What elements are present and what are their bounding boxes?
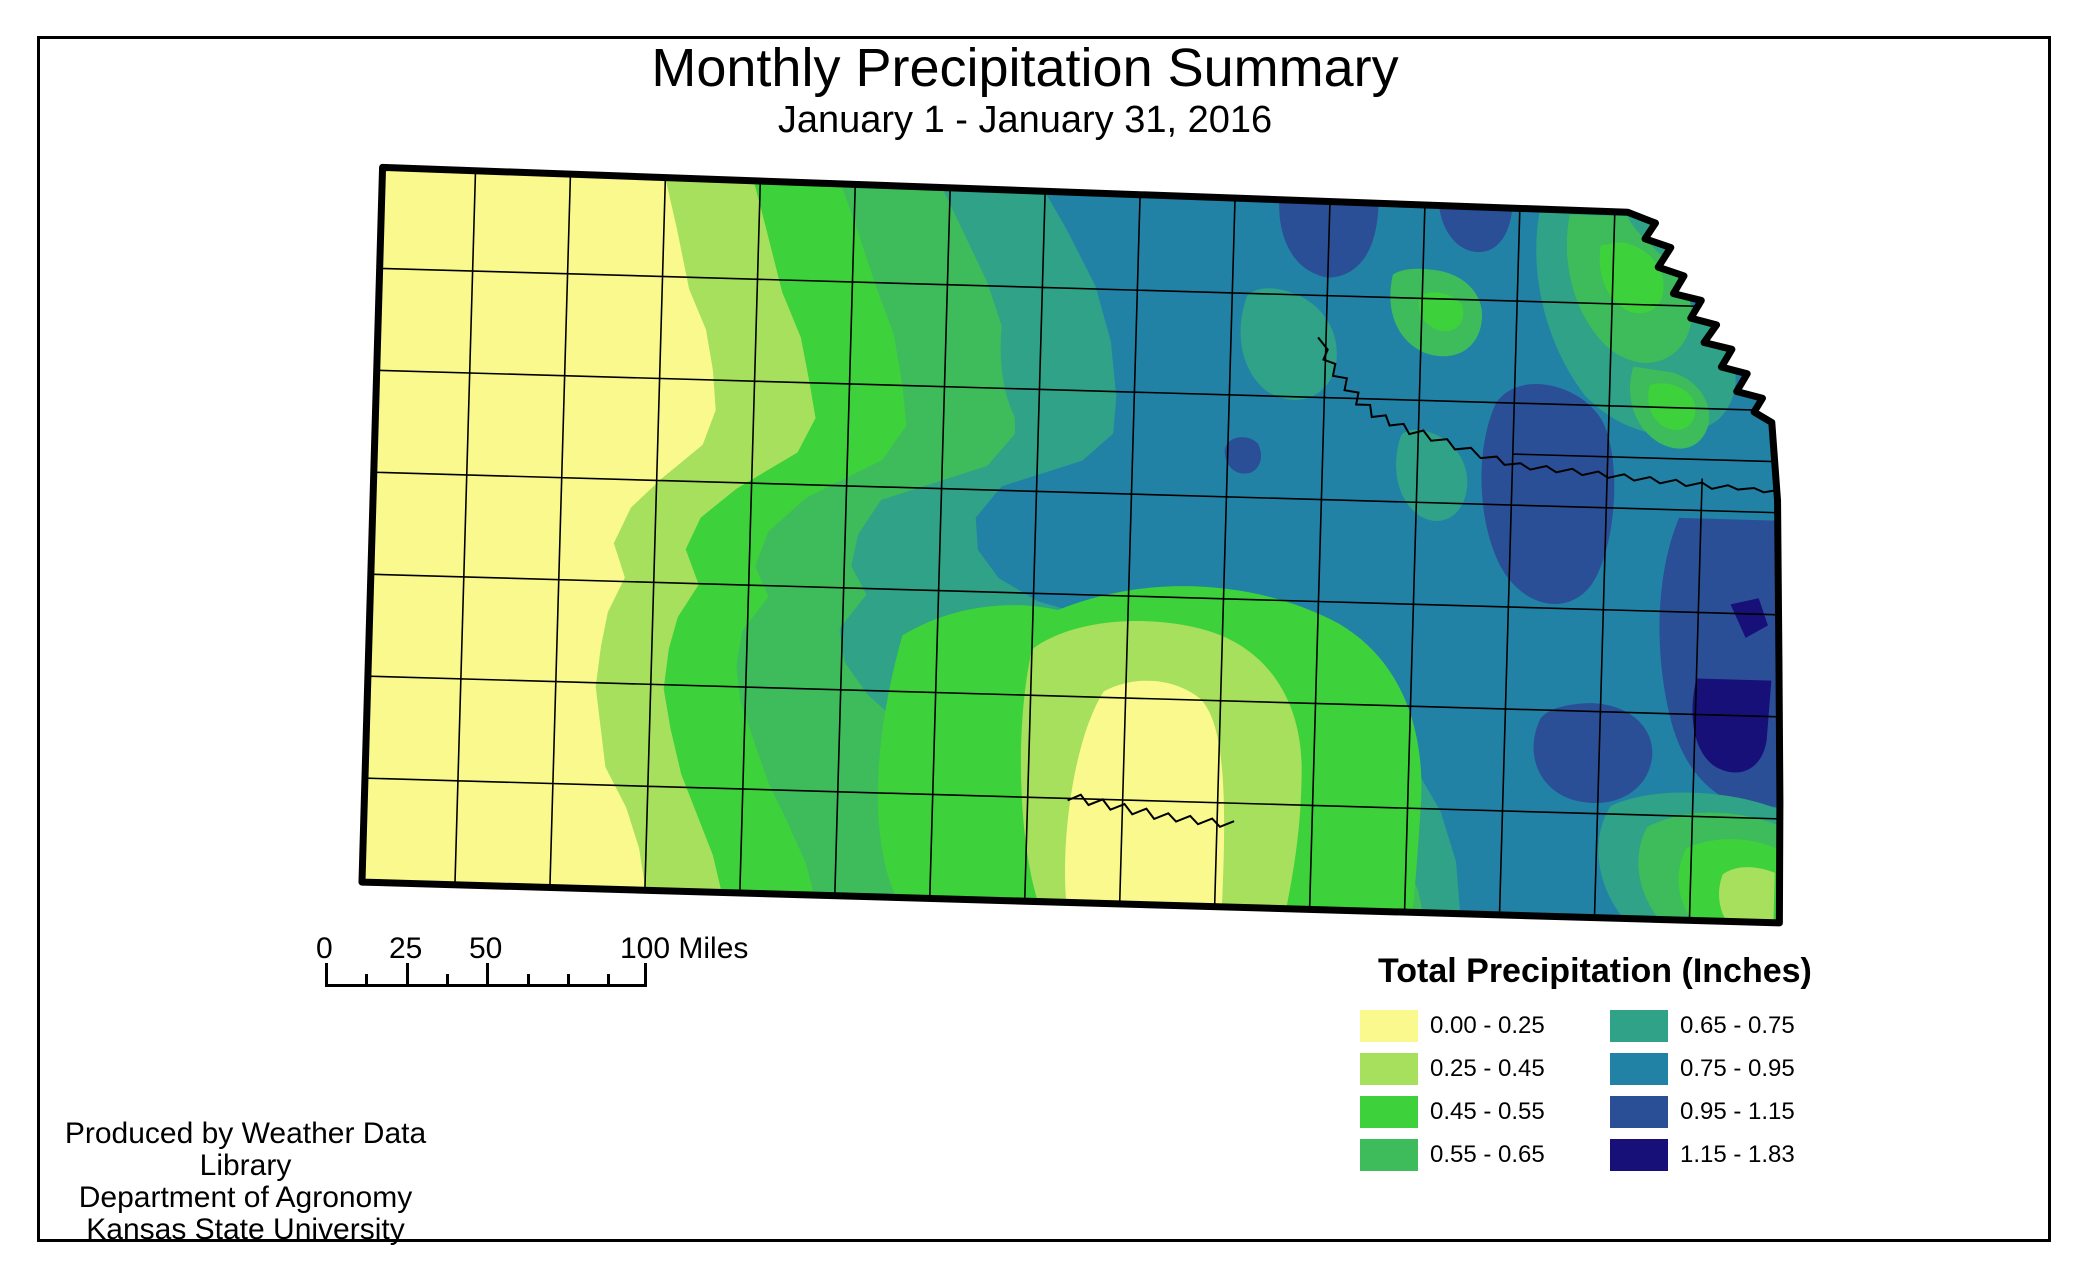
ne-brightgreen-spot — [1599, 242, 1664, 314]
legend-label: 0.25 - 0.45 — [1430, 1055, 1545, 1082]
scale-tick — [325, 963, 328, 987]
teal-patch — [1396, 429, 1468, 521]
legend-swatch — [1360, 1010, 1418, 1042]
band-1.15-1.83 — [1730, 598, 1768, 638]
south-paleyellow-core — [1065, 680, 1225, 917]
scale-tick — [527, 974, 530, 987]
se-lightgreen-spot — [1719, 867, 1775, 923]
teal-patch — [1240, 288, 1337, 400]
legend-label: 1.15 - 1.83 — [1680, 1141, 1795, 1168]
teal-patch — [1000, 287, 1075, 439]
ne-brightgreen-spot — [1418, 292, 1464, 332]
scale-unit-label: Miles — [678, 932, 749, 965]
legend-label: 0.75 - 0.95 — [1680, 1055, 1795, 1082]
state-outline — [358, 163, 1784, 927]
scale-tick — [644, 963, 647, 987]
ne-brightgreen-spot — [1648, 383, 1696, 431]
legend-swatch — [1360, 1139, 1418, 1171]
kansas-river — [1317, 336, 1775, 494]
legend-label: 0.55 - 0.65 — [1430, 1141, 1545, 1168]
legend-label: 0.00 - 0.25 — [1430, 1012, 1545, 1039]
credits-line-2: Department of Agronomy — [78, 1181, 413, 1214]
band-0.95-1.15 — [1224, 437, 1261, 474]
scale-bar: 0 25 50 100 Miles — [316, 932, 748, 992]
scale-label-50: 50 — [469, 932, 503, 965]
band-1.15-1.83 — [1692, 678, 1772, 773]
legend-label: 0.95 - 1.15 — [1680, 1098, 1795, 1125]
scale-tick — [486, 963, 489, 987]
legend-label: 0.45 - 0.55 — [1430, 1098, 1545, 1125]
figure-border — [37, 36, 2051, 1242]
scale-tick — [607, 974, 610, 987]
legend-swatch — [1610, 1139, 1668, 1171]
legend-swatch — [1610, 1096, 1668, 1128]
legend-title: Total Precipitation (Inches) — [1378, 952, 1812, 990]
page-subtitle: January 1 - January 31, 2016 — [777, 99, 1273, 141]
credits-line-1: Produced by Weather Data Library — [64, 1117, 427, 1182]
scale-tick — [446, 974, 449, 987]
county-boundaries — [362, 168, 1800, 923]
legend-swatch — [1610, 1053, 1668, 1085]
scale-label-100: 100 — [620, 932, 671, 965]
scale-tick — [365, 974, 368, 987]
scale-tick — [406, 963, 409, 987]
legend-swatch — [1610, 1010, 1668, 1042]
river-detail — [1067, 793, 1235, 828]
credits: Produced by Weather Data Library Departm… — [48, 1118, 443, 1246]
credits-line-3: Kansas State University — [86, 1213, 405, 1246]
title-block: Monthly Precipitation Summary January 1 … — [0, 38, 2050, 142]
scale-label-25: 25 — [389, 932, 423, 965]
page-title: Monthly Precipitation Summary — [651, 38, 1399, 98]
legend-label: 0.65 - 0.75 — [1680, 1012, 1795, 1039]
legend: Total Precipitation (Inches) 0.00 - 0.25… — [1348, 950, 1828, 1190]
band-0.95-1.15 — [1481, 383, 1615, 604]
scale-tick — [567, 974, 570, 987]
band-0.95-1.15 — [1533, 703, 1653, 804]
legend-swatch — [1360, 1096, 1418, 1128]
scale-label-0: 0 — [316, 932, 333, 965]
scale-label-100-miles: 100 Miles — [620, 934, 748, 964]
legend-swatch — [1360, 1053, 1418, 1085]
